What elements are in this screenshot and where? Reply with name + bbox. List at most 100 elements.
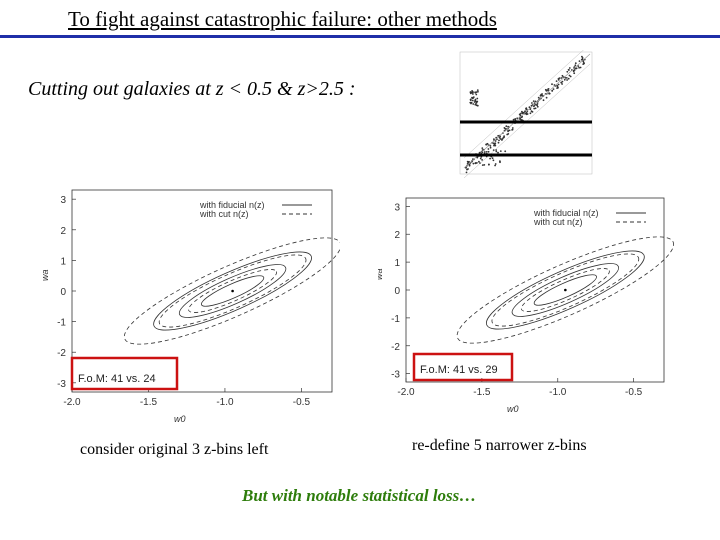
- y-tick-label: 3: [60, 195, 66, 206]
- x-tick-label: -1.5: [140, 397, 158, 408]
- scatter-point: [521, 110, 523, 113]
- scatter-point: [503, 136, 505, 139]
- scatter-point: [476, 89, 479, 91]
- scatter-point: [537, 96, 540, 99]
- y-tick-label: -2: [391, 342, 400, 353]
- y-tick-label: -1: [391, 314, 400, 325]
- y-axis-label: wa: [40, 269, 50, 281]
- scatter-point: [575, 67, 578, 70]
- scatter-point: [514, 119, 517, 121]
- scatter-point: [492, 159, 495, 162]
- statistical-loss-note: But with notable statistical loss…: [242, 486, 477, 505]
- scatter-point: [507, 130, 509, 133]
- solid-contour: [153, 251, 312, 331]
- y-tick-label: 1: [60, 256, 66, 267]
- scatter-point: [471, 99, 474, 102]
- scatter-point: [494, 144, 497, 147]
- scatter-point: [479, 157, 482, 160]
- scatter-point: [489, 145, 492, 147]
- scatter-point: [494, 140, 497, 142]
- scatter-point: [499, 150, 502, 152]
- legend-label: with fiducial n(z): [199, 200, 265, 210]
- scatter-point: [470, 102, 472, 105]
- scatter-point: [534, 100, 537, 103]
- scatter-point: [469, 91, 472, 93]
- x-tick-label: -1.0: [216, 397, 234, 408]
- scatter-point: [533, 105, 535, 108]
- scatter-point: [583, 62, 585, 65]
- scatter-point: [485, 151, 488, 153]
- scatter-point: [466, 160, 469, 163]
- dashed-contour: [520, 268, 610, 312]
- scatter-point: [525, 111, 528, 114]
- scatter-point: [519, 118, 521, 120]
- scatter-point: [507, 125, 509, 128]
- scatter-point: [472, 103, 475, 105]
- scatter-point: [492, 142, 495, 145]
- scatter-point: [511, 129, 513, 131]
- fom-label: F.o.M: 41 vs. 29: [420, 364, 498, 376]
- scatter-point: [476, 104, 479, 107]
- scatter-point: [551, 83, 553, 86]
- scatter-point: [566, 70, 569, 73]
- scatter-point: [504, 150, 507, 153]
- dashed-contour: [188, 269, 278, 313]
- scatter-point: [476, 156, 479, 159]
- scatter-point: [494, 163, 497, 165]
- scatter-svg: [459, 43, 593, 179]
- scatter-point: [475, 91, 478, 93]
- scatter-point: [508, 129, 511, 132]
- scatter-point: [465, 171, 468, 174]
- scatter-point: [536, 105, 539, 108]
- x-tick-label: -1.0: [549, 387, 567, 398]
- scatter-point: [499, 160, 501, 162]
- scatter-point: [536, 104, 538, 107]
- y-tick-label: 1: [394, 258, 400, 269]
- x-tick-label: -1.5: [473, 387, 491, 398]
- scatter-point: [551, 90, 553, 92]
- scatter-point: [474, 103, 477, 106]
- scatter-point: [531, 102, 533, 104]
- scatter-point: [487, 150, 490, 153]
- scatter-point: [545, 96, 548, 99]
- scatter-point: [469, 99, 472, 102]
- scatter-point: [483, 151, 486, 153]
- scatter-point: [485, 143, 488, 146]
- dashed-contour: [158, 254, 307, 328]
- scatter-point: [569, 75, 572, 78]
- scatter-point: [467, 168, 469, 170]
- solid-contour: [178, 264, 287, 318]
- scatter-point: [497, 151, 499, 154]
- y-tick-label: 2: [394, 230, 400, 241]
- right-contour-panel: 3 2 1 0 -1 -2 -3 -2.0 -1.5 -1.0 -0.5 w0 wa with fiduc…: [378, 192, 678, 424]
- scatter-point: [560, 77, 563, 79]
- scatter-point: [526, 113, 529, 115]
- scatter-outlier-bound-upper: [463, 43, 591, 159]
- scatter-point: [552, 88, 555, 90]
- scatter-point: [498, 139, 500, 142]
- scatter-point: [531, 111, 534, 113]
- scatter-point: [498, 137, 501, 139]
- y-tick-label: -1: [57, 318, 66, 329]
- scatter-point: [561, 74, 564, 77]
- scatter-point: [578, 66, 580, 69]
- scatter-point: [474, 100, 477, 103]
- right-caption: re-define 5 narrower z-bins: [412, 437, 587, 454]
- scatter-point: [472, 162, 475, 165]
- scatter-point: [578, 60, 581, 62]
- y-tick-label: -2: [57, 348, 66, 359]
- scatter-point: [568, 67, 571, 69]
- scatter-point: [555, 80, 558, 82]
- scatter-point: [479, 162, 481, 164]
- scatter-point: [494, 164, 496, 167]
- scatter-point: [528, 106, 531, 109]
- plot-frame: [71, 189, 333, 393]
- scatter-point: [548, 92, 551, 95]
- scatter-point: [521, 112, 524, 115]
- scatter-point: [483, 164, 486, 166]
- y-tick-label: 0: [394, 286, 400, 297]
- right-contour-svg: 3 2 1 0 -1 -2 -3 -2.0 -1.5 -1.0 -0.5 w0 wa with fiduc…: [378, 197, 675, 414]
- fiducial-point: [564, 288, 567, 292]
- scatter-point: [475, 101, 478, 104]
- scatter-point: [533, 107, 536, 110]
